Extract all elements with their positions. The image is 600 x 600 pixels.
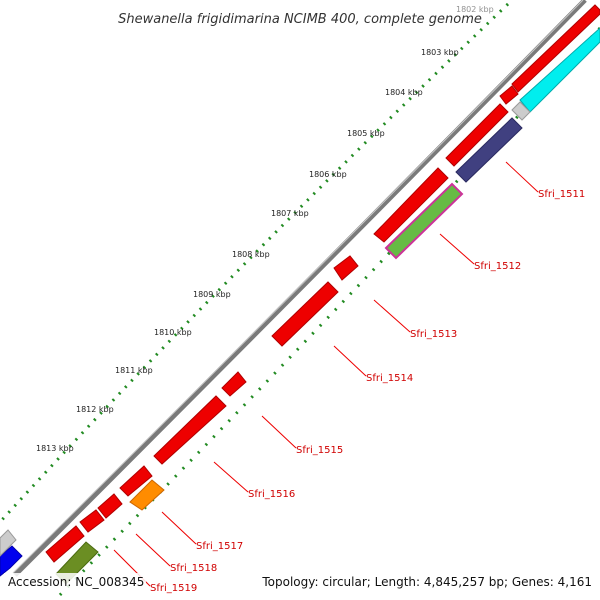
gene-label[interactable]: Sfri_1513 bbox=[410, 329, 457, 340]
footer-backdrop-left bbox=[4, 573, 146, 591]
gene-reverse-gray-left[interactable] bbox=[0, 529, 17, 557]
genome-backbone bbox=[13, 0, 587, 577]
kbp-tick-label: 1803 kbp bbox=[421, 48, 459, 57]
gene-reverse-blue[interactable] bbox=[0, 545, 23, 577]
gene-forward[interactable] bbox=[153, 395, 227, 465]
kbp-tick-label: 1810 kbp bbox=[154, 328, 192, 337]
kbp-tick-label: 1808 kbp bbox=[232, 250, 270, 259]
kbp-tick-label: 1811 kbp bbox=[115, 366, 153, 375]
gene-forward[interactable] bbox=[79, 509, 105, 533]
gene-forward[interactable] bbox=[97, 493, 123, 519]
gc-dots-outer bbox=[0, 2, 510, 524]
gene-label[interactable]: Sfri_1518 bbox=[170, 563, 217, 574]
kbp-tick-label: 1806 kbp bbox=[309, 170, 347, 179]
gene-reverse-gray[interactable] bbox=[511, 101, 531, 121]
kbp-tick-label: 1812 kbp bbox=[76, 405, 114, 414]
gene-label[interactable]: Sfri_1511 bbox=[538, 189, 585, 200]
kbp-tick-label: 1809 kbp bbox=[193, 290, 231, 299]
gene-label[interactable]: Sfri_1517 bbox=[196, 541, 243, 552]
gene-reverse-orange[interactable] bbox=[129, 479, 165, 511]
gene-label[interactable]: Sfri_1519 bbox=[150, 583, 197, 594]
gene-forward[interactable] bbox=[445, 103, 509, 167]
gene-forward[interactable] bbox=[511, 4, 600, 93]
kbp-tick-label: 1805 kbp bbox=[347, 129, 385, 138]
gene-labels: Sfri_1511 Sfri_1512 Sfri_1513 Sfri_1514 … bbox=[150, 189, 585, 594]
gene-forward[interactable] bbox=[373, 167, 449, 243]
genome-backbone-highlight bbox=[12, 0, 584, 574]
gene-forward[interactable] bbox=[221, 371, 247, 397]
kbp-tick-label: 1804 kbp bbox=[385, 88, 423, 97]
gene-label-lines bbox=[113, 161, 539, 587]
genome-title: Shewanella frigidimarina NCIMB 400, comp… bbox=[118, 12, 482, 27]
gene-reverse-multicolor[interactable] bbox=[384, 182, 464, 260]
gene-forward[interactable] bbox=[45, 525, 85, 563]
kbp-tick-label: 1813 kbp bbox=[36, 444, 74, 453]
scale-ticks: 1802 kbp 1803 kbp 1804 kbp 1805 kbp 1806… bbox=[36, 5, 494, 453]
gene-label[interactable]: Sfri_1515 bbox=[296, 445, 343, 456]
kbp-tick-label: 1807 kbp bbox=[271, 209, 309, 218]
gene-label[interactable]: Sfri_1512 bbox=[474, 261, 521, 272]
gene-forward[interactable] bbox=[119, 465, 153, 497]
gene-forward[interactable] bbox=[333, 255, 359, 281]
gene-label[interactable]: Sfri_1514 bbox=[366, 373, 413, 384]
kbp-tick-label: 1802 kbp bbox=[456, 5, 494, 14]
gene-forward[interactable] bbox=[499, 85, 519, 105]
topology-summary: Topology: circular; Length: 4,845,257 bp… bbox=[261, 575, 592, 589]
gene-label[interactable]: Sfri_1516 bbox=[248, 489, 295, 500]
accession-text: Accession: NC_008345 bbox=[8, 575, 144, 589]
gene-forward[interactable] bbox=[271, 281, 339, 347]
gene-reverse-navy[interactable] bbox=[455, 117, 523, 183]
forward-genes bbox=[45, 4, 600, 563]
